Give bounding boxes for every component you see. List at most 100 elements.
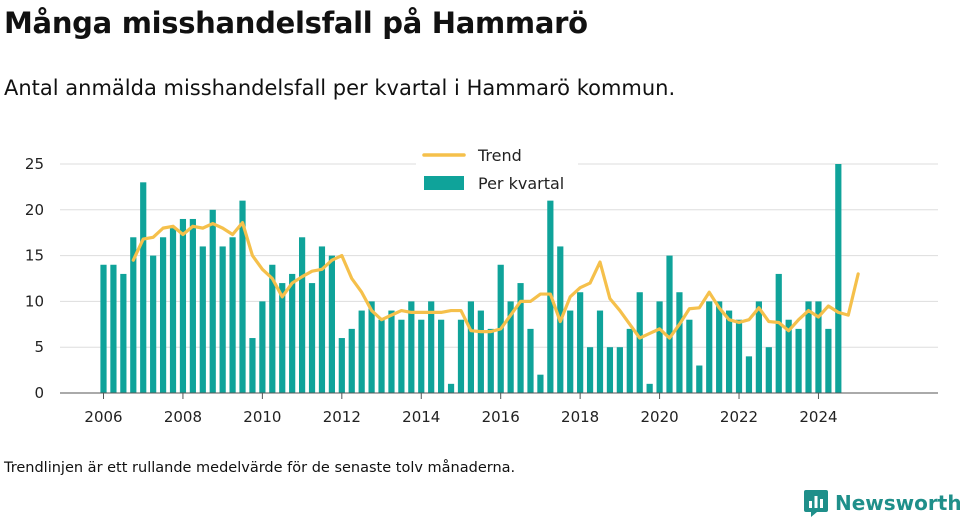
x-tick-label: 2010 xyxy=(243,408,281,426)
x-tick-label: 2014 xyxy=(402,408,440,426)
bar xyxy=(100,264,107,393)
bar xyxy=(219,246,226,393)
bar xyxy=(586,347,594,393)
legend: Trend Per kvartal xyxy=(416,140,578,198)
bar xyxy=(755,301,762,393)
bar xyxy=(120,273,127,393)
x-tick-label: 2008 xyxy=(164,408,202,426)
bar xyxy=(438,319,445,393)
bar xyxy=(606,347,614,393)
bar xyxy=(725,310,733,393)
bar xyxy=(140,182,147,393)
bar xyxy=(815,301,822,393)
bar xyxy=(706,301,713,393)
bar xyxy=(636,292,643,393)
bar xyxy=(189,218,196,393)
y-axis-ticks: 0 5 10 15 20 25 xyxy=(25,155,44,402)
bar xyxy=(318,246,326,393)
bar xyxy=(596,310,604,393)
x-tick-label: 2016 xyxy=(482,408,520,426)
bar xyxy=(269,264,276,393)
bar xyxy=(308,283,316,393)
bar xyxy=(299,237,306,393)
bar xyxy=(775,273,782,393)
brand-logo[interactable]: Newsworthy xyxy=(803,488,960,518)
bar xyxy=(338,338,345,393)
x-tick-label: 2024 xyxy=(799,408,837,426)
y-tick-label: 10 xyxy=(25,292,44,310)
y-tick-label: 20 xyxy=(25,201,44,219)
bar xyxy=(616,347,623,393)
bar xyxy=(825,328,832,393)
bar xyxy=(279,283,286,393)
bar xyxy=(259,301,266,393)
bar xyxy=(537,374,544,393)
bar xyxy=(388,310,395,393)
bar xyxy=(696,365,703,393)
x-tick-label: 2020 xyxy=(640,408,678,426)
bar xyxy=(467,301,475,393)
legend-bar-swatch xyxy=(424,176,464,190)
footnote: Trendlinjen är ett rullande medelvärde f… xyxy=(4,460,516,476)
bar xyxy=(159,237,167,393)
bar xyxy=(229,237,236,393)
bar xyxy=(130,237,137,393)
chart-subtitle: Antal anmälda misshandelsfall per kvarta… xyxy=(4,76,676,100)
bar xyxy=(418,319,425,393)
bar xyxy=(626,328,633,393)
bar xyxy=(199,246,206,393)
chart-title: Många misshandelsfall på Hammarö xyxy=(4,6,588,40)
bar xyxy=(378,319,385,393)
bar xyxy=(457,319,465,393)
bar xyxy=(507,301,514,393)
y-tick-label: 5 xyxy=(34,338,44,356)
bar xyxy=(527,328,534,393)
bar xyxy=(348,328,355,393)
bar xyxy=(745,356,753,393)
bar xyxy=(666,255,673,393)
x-tick-label: 2012 xyxy=(323,408,361,426)
bar xyxy=(150,255,157,393)
bar xyxy=(179,218,187,393)
bar xyxy=(358,310,365,393)
y-tick-label: 25 xyxy=(25,155,44,173)
bar xyxy=(289,273,296,393)
bar xyxy=(398,319,405,393)
bar xyxy=(477,310,484,393)
chart-bubble-icon xyxy=(804,490,828,517)
x-axis-ticks: 2006 2008 2010 2012 2014 2016 2018 2020 2022 2024 xyxy=(84,393,838,426)
bar xyxy=(765,347,772,393)
bar xyxy=(517,283,524,393)
bar xyxy=(368,301,375,393)
bar xyxy=(656,301,663,393)
bar xyxy=(447,383,455,393)
x-tick-label: 2006 xyxy=(84,408,122,426)
legend-bar-label: Per kvartal xyxy=(478,174,564,193)
bar xyxy=(169,228,177,393)
y-tick-label: 0 xyxy=(34,384,44,402)
bar xyxy=(785,319,792,393)
bar xyxy=(716,301,723,393)
bar-series xyxy=(100,164,842,393)
bar xyxy=(646,383,653,393)
bar xyxy=(239,200,246,393)
bar xyxy=(328,255,335,393)
x-tick-label: 2018 xyxy=(561,408,599,426)
brand-name: Newsworthy xyxy=(835,491,960,515)
bar xyxy=(249,338,256,393)
bar xyxy=(209,209,216,393)
legend-trend-label: Trend xyxy=(477,146,522,165)
bar xyxy=(795,328,802,393)
y-tick-label: 15 xyxy=(25,247,44,265)
bar xyxy=(835,164,842,393)
bar xyxy=(487,328,494,393)
x-tick-label: 2022 xyxy=(720,408,758,426)
bar xyxy=(805,301,812,393)
bar xyxy=(735,319,743,393)
bar xyxy=(686,319,693,393)
bar xyxy=(110,264,117,393)
bar xyxy=(676,292,683,393)
bar xyxy=(428,301,435,393)
trend-line xyxy=(131,221,860,340)
